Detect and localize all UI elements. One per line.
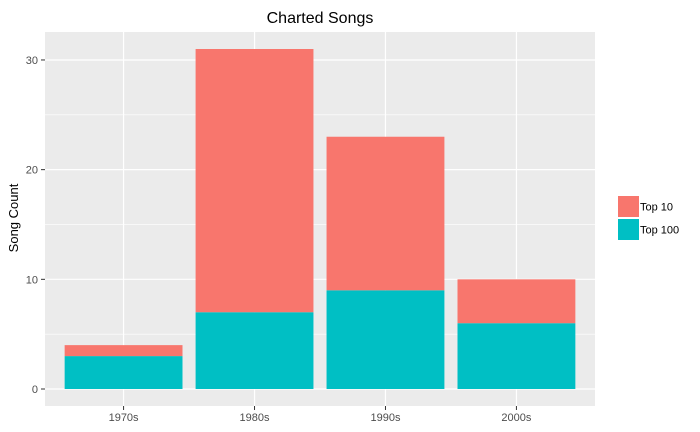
- bar-top-10-1980s: [195, 49, 314, 313]
- bar-top-100-2000s: [457, 323, 576, 389]
- x-tick-label: 1980s: [240, 412, 270, 424]
- legend-label-top-100: Top 100: [640, 225, 679, 237]
- y-tick-label: 30: [26, 55, 38, 67]
- y-axis-title: Song Count: [6, 183, 21, 252]
- legend-key-top-100: [618, 219, 639, 240]
- legend: Top 10 Top 100: [618, 196, 679, 240]
- x-tick-label: 1970s: [109, 412, 139, 424]
- legend-key-top-10: [618, 196, 639, 217]
- bar-top-100-1980s: [195, 312, 314, 389]
- bar-top-10-1990s: [326, 136, 445, 291]
- bar-top-10-1970s: [64, 345, 183, 357]
- y-tick-label: 10: [26, 274, 38, 286]
- axes: 0 10 20 30 1970s 1980s 1990s 2000s: [26, 55, 532, 424]
- x-tick-label: 1990s: [370, 412, 400, 424]
- legend-label-top-10: Top 10: [640, 202, 673, 214]
- y-tick-label: 0: [32, 384, 38, 396]
- chart-title: Charted Songs: [267, 10, 374, 27]
- bars: [64, 49, 576, 389]
- bar-top-10-2000s: [457, 279, 576, 324]
- bar-top-100-1990s: [326, 290, 445, 389]
- y-tick-label: 20: [26, 165, 38, 177]
- x-tick-label: 2000s: [501, 412, 531, 424]
- bar-top-100-1970s: [64, 356, 183, 389]
